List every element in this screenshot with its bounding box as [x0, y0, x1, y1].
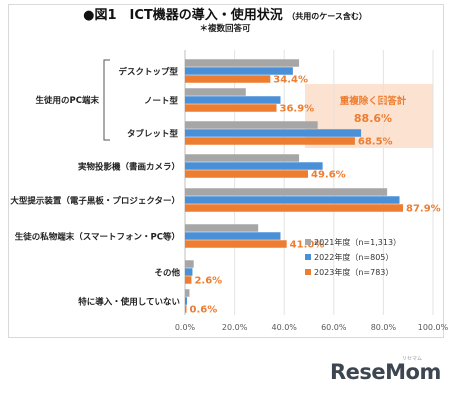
bar-0 — [185, 154, 300, 162]
x-tick-label: 40.0% — [271, 323, 297, 332]
category-label: 特に導入・使用していない — [78, 297, 180, 308]
chart-title-main: ●図1 ICT機器の導入・使用状況 — [83, 8, 283, 23]
category-label: 実物投影機（書画カメラ） — [78, 162, 180, 173]
bar-2 — [185, 104, 277, 112]
x-tick-label: 100.0% — [418, 323, 449, 332]
bar-2 — [185, 240, 287, 248]
bar-1 — [185, 232, 281, 240]
data-label: 0.6% — [189, 304, 217, 315]
bar-0 — [185, 224, 259, 232]
x-tick-label: 20.0% — [222, 323, 248, 332]
data-label: 68.5% — [358, 136, 393, 147]
x-tick-label: 0.0% — [175, 323, 196, 332]
bar-1 — [185, 67, 293, 75]
bar-2 — [185, 137, 355, 145]
data-label: 49.6% — [311, 169, 346, 180]
bar-1 — [185, 297, 187, 305]
bar-0 — [185, 121, 318, 129]
legend-swatch-0 — [305, 239, 311, 245]
chart-title: ●図1 ICT機器の導入・使用状況 （共用のケース含む） — [0, 4, 450, 23]
data-label: 87.9% — [406, 203, 441, 214]
resemom-logo-kana: リセマム — [402, 356, 423, 362]
bar-0 — [185, 88, 246, 96]
bar-2 — [185, 75, 271, 83]
category-label: タブレット型 — [127, 129, 179, 140]
callout-line2: 88.6% — [354, 112, 392, 125]
x-tick-label: 60.0% — [321, 323, 347, 332]
category-label: 生徒の私物端末（スマートフォン・PC等） — [15, 232, 180, 243]
callout-line1: 重複除く回答計 — [340, 95, 407, 107]
category-label: ノート型 — [144, 96, 179, 107]
legend-label-2: 2023年度（n=783） — [314, 267, 393, 277]
bar-1 — [185, 96, 281, 104]
category-label: デスクトップ型 — [118, 67, 178, 78]
bar-1 — [185, 162, 323, 170]
legend-label-0: 2021年度（n=1,313） — [314, 237, 401, 247]
bar-1 — [185, 196, 400, 204]
legend-swatch-2 — [305, 269, 311, 275]
bar-0 — [185, 59, 300, 67]
category-label: 大型提示装置（電子黒板・プロジェクター） — [10, 196, 180, 207]
resemom-logo: ReseMom — [330, 360, 441, 384]
bar-2 — [185, 204, 403, 212]
chart-title-note: （共用のケース含む） — [287, 12, 367, 21]
x-tick-label: 80.0% — [371, 323, 397, 332]
group-bracket — [103, 59, 110, 141]
bar-chart: 重複除く回答計 88.6% 0.0% 20.0% 40.0% 60.0% 80.0% 100.… — [10, 50, 449, 332]
bar-0 — [185, 260, 194, 268]
group-label: 生徒用のPC端末 — [36, 95, 100, 106]
bar-2 — [185, 305, 187, 313]
bar-1 — [185, 268, 193, 276]
data-label: 34.4% — [273, 74, 308, 85]
data-label: 2.6% — [194, 275, 222, 286]
category-label: その他 — [154, 268, 180, 279]
legend-swatch-1 — [305, 254, 311, 260]
chart-subtitle: ＊複数回答可 — [199, 24, 251, 34]
bar-1 — [185, 129, 362, 137]
bar-0 — [185, 289, 190, 297]
data-label: 36.9% — [280, 103, 315, 114]
bar-0 — [185, 188, 388, 196]
bar-2 — [185, 276, 192, 284]
legend-label-1: 2022年度（n=805） — [314, 252, 393, 262]
bar-2 — [185, 170, 309, 178]
